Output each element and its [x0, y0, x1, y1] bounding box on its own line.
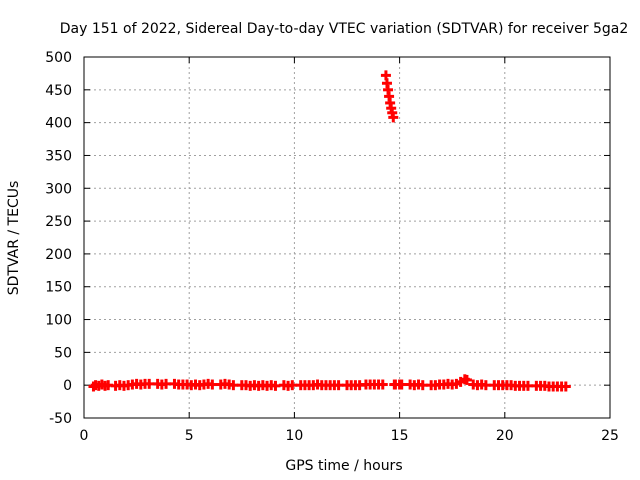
data-point	[144, 378, 155, 389]
y-tick-label: -50	[49, 411, 72, 427]
data-point	[228, 380, 239, 391]
data-point	[396, 379, 407, 390]
y-tick-label: 250	[45, 214, 72, 230]
y-tick-label: 100	[45, 313, 72, 329]
x-tick-label: 0	[80, 428, 89, 444]
x-tick-label: 15	[391, 428, 409, 444]
y-tick-label: 500	[45, 50, 72, 66]
data-point	[480, 380, 491, 391]
x-tick-label: 10	[285, 428, 303, 444]
x-axis-label: GPS time / hours	[285, 458, 402, 474]
y-tick-label: 50	[54, 345, 72, 361]
x-tick-label: 20	[496, 428, 514, 444]
y-tick-label: 0	[63, 378, 72, 394]
y-tick-label: 200	[45, 247, 72, 263]
x-tick-label: 5	[185, 428, 194, 444]
y-tick-label: 300	[45, 181, 72, 197]
data-point	[207, 379, 218, 390]
data-points	[88, 70, 571, 392]
data-point	[377, 379, 388, 390]
axes	[83, 56, 611, 419]
data-point	[388, 112, 399, 123]
data-point	[333, 380, 344, 391]
data-point	[270, 380, 281, 391]
data-point	[560, 381, 571, 392]
grid-lines	[84, 57, 610, 418]
data-point	[461, 374, 472, 385]
x-tick-label: 25	[601, 428, 619, 444]
data-point	[161, 378, 172, 389]
plot-frame	[83, 56, 611, 419]
y-tick-label: 350	[45, 148, 72, 164]
y-tick-label: 400	[45, 116, 72, 132]
y-tick-label: 150	[45, 280, 72, 296]
data-point	[417, 380, 428, 391]
tick-labels: 0 5 10 15 20 25 -50 0 50 100 150 200 250 300 350 400 450…	[45, 50, 619, 444]
y-tick-label: 450	[45, 83, 72, 99]
data-point	[287, 380, 298, 391]
chart-title: Day 151 of 2022, Sidereal Day-to-day VTE…	[60, 21, 629, 37]
data-point	[522, 380, 533, 391]
y-axis-label: SDTVAR / TECUs	[6, 181, 22, 296]
